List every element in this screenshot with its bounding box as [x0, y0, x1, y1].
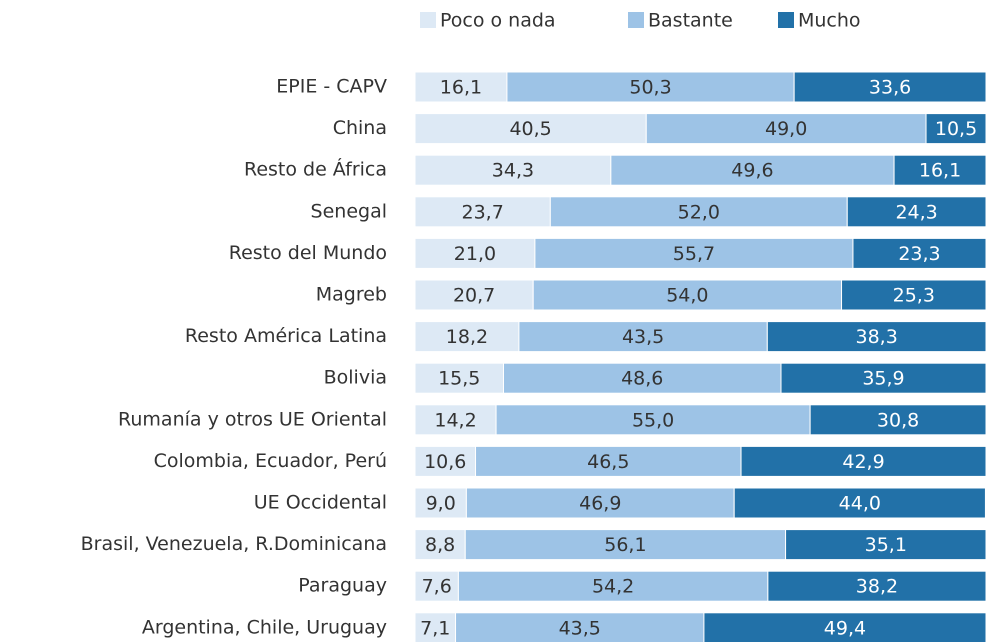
bar-segment — [733, 487, 986, 519]
category-label: China — [333, 117, 387, 139]
value-label: 56,1 — [604, 534, 646, 556]
value-label: 48,6 — [621, 368, 663, 390]
category-label: Bolivia — [324, 367, 387, 389]
bar-segment — [518, 321, 768, 353]
bar-segment — [414, 154, 612, 186]
value-label: 15,5 — [438, 368, 480, 390]
bar-segment — [766, 321, 986, 353]
value-label: 46,5 — [587, 451, 629, 473]
legend-swatch — [628, 12, 644, 28]
value-label: 8,8 — [425, 534, 455, 556]
value-label: 42,9 — [842, 451, 884, 473]
category-label: Argentina, Chile, Uruguay — [142, 616, 387, 638]
value-label: 34,3 — [492, 160, 534, 182]
value-label: 16,1 — [919, 160, 961, 182]
category-label: Paraguay — [298, 575, 387, 597]
value-label: 7,1 — [420, 617, 450, 639]
value-label: 46,9 — [579, 493, 621, 515]
bar-segment — [414, 237, 536, 269]
value-label: 49,4 — [824, 617, 866, 639]
bar-segment — [414, 196, 551, 228]
value-label: 23,7 — [462, 201, 504, 223]
bar-segment — [475, 445, 742, 477]
bar-segment — [767, 570, 986, 602]
bar-segment — [645, 113, 927, 145]
legend-label: Mucho — [798, 10, 861, 32]
value-label: 38,2 — [856, 576, 898, 598]
bar-segment — [780, 362, 986, 394]
value-label: 49,6 — [731, 160, 773, 182]
value-label: 20,7 — [453, 285, 495, 307]
bar-segment — [893, 154, 986, 186]
value-label: 33,6 — [869, 77, 911, 99]
value-label: 7,6 — [422, 576, 452, 598]
value-label: 9,0 — [426, 493, 456, 515]
value-label: 10,6 — [424, 451, 466, 473]
value-label: 23,3 — [898, 243, 940, 265]
bar-segment — [457, 570, 769, 602]
value-label: 40,5 — [509, 118, 551, 140]
value-label: 10,5 — [935, 118, 977, 140]
legend-swatch — [778, 12, 794, 28]
bar-segment — [793, 71, 986, 103]
bar-segment — [703, 612, 986, 642]
bar-segment — [414, 612, 457, 642]
category-label: Resto América Latina — [185, 325, 387, 347]
bar-segment — [455, 612, 705, 642]
bar-segment — [785, 529, 986, 561]
category-label: EPIE - CAPV — [276, 76, 387, 98]
bar-segment — [414, 404, 497, 436]
bar-segment — [809, 404, 986, 436]
bar-segment — [534, 237, 854, 269]
value-label: 35,1 — [865, 534, 907, 556]
bar-segment — [740, 445, 986, 477]
category-label: Resto de África — [244, 158, 387, 181]
bar-segment — [414, 321, 520, 353]
bar-segment — [495, 404, 811, 436]
bar-segment — [506, 71, 795, 103]
value-label: 24,3 — [895, 201, 937, 223]
category-label: Brasil, Venezuela, R.Dominicana — [81, 533, 387, 555]
bar-segment — [414, 529, 466, 561]
bar-segment — [465, 487, 735, 519]
value-label: 52,0 — [678, 201, 720, 223]
bar-segment — [414, 71, 508, 103]
bar-segment — [414, 362, 505, 394]
bar-segment — [414, 487, 467, 519]
legend-swatch — [420, 12, 436, 28]
value-label: 44,0 — [839, 493, 881, 515]
legend-label: Poco o nada — [440, 10, 556, 32]
value-label: 43,5 — [559, 617, 601, 639]
category-label: Magreb — [316, 284, 387, 306]
value-label: 25,3 — [893, 285, 935, 307]
bar-segment — [852, 237, 986, 269]
value-label: 54,0 — [666, 285, 708, 307]
value-label: 21,0 — [454, 243, 496, 265]
value-label: 30,8 — [877, 409, 919, 431]
value-label: 14,2 — [434, 409, 476, 431]
category-label: Rumanía y otros UE Oriental — [118, 408, 387, 430]
value-label: 50,3 — [629, 77, 671, 99]
category-label: Resto del Mundo — [229, 242, 387, 264]
bar-segment — [610, 154, 895, 186]
category-label: Senegal — [311, 200, 387, 222]
value-label: 54,2 — [592, 576, 634, 598]
category-label: Colombia, Ecuador, Perú — [154, 450, 387, 472]
value-label: 49,0 — [765, 118, 807, 140]
value-label: 38,3 — [855, 326, 897, 348]
value-label: 35,9 — [862, 368, 904, 390]
value-label: 16,1 — [440, 77, 482, 99]
bar-segment — [846, 196, 986, 228]
bar-segment — [925, 113, 986, 145]
value-label: 43,5 — [622, 326, 664, 348]
value-label: 55,0 — [632, 409, 674, 431]
legend-label: Bastante — [648, 10, 733, 32]
value-label: 18,2 — [446, 326, 488, 348]
value-label: 55,7 — [673, 243, 715, 265]
category-label: UE Occidental — [254, 492, 387, 514]
